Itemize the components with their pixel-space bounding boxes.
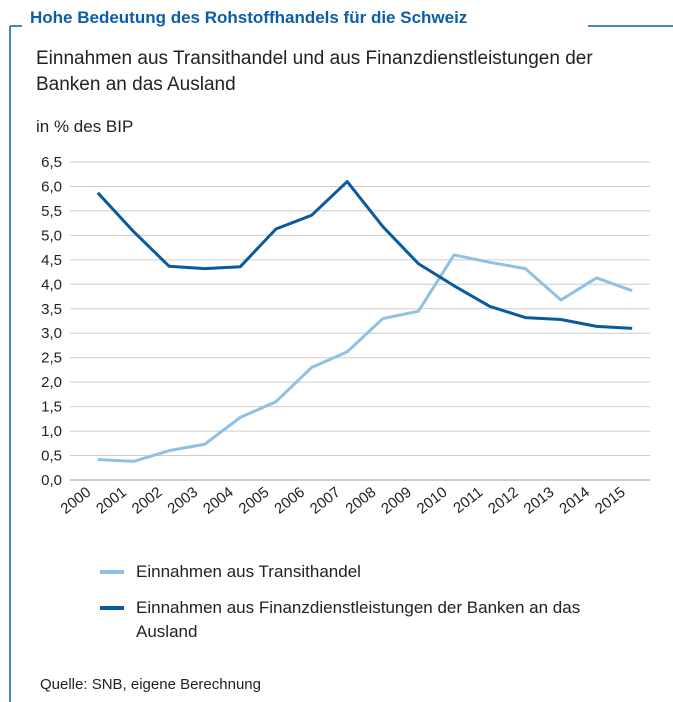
y-tick-label: 1,5 bbox=[41, 399, 62, 416]
x-tick-label: 2010 bbox=[414, 484, 451, 518]
x-tick-label: 2004 bbox=[200, 484, 237, 518]
y-tick-label: 6,0 bbox=[41, 178, 62, 195]
x-tick-label: 2015 bbox=[592, 484, 629, 518]
legend-swatch bbox=[100, 606, 124, 610]
x-tick-label: 2005 bbox=[236, 484, 273, 518]
chart-subtitle: Einnahmen aus Transithandel und aus Fina… bbox=[36, 48, 593, 95]
source: Quelle: SNB, eigene Berechnung bbox=[40, 676, 261, 693]
series-line bbox=[96, 180, 633, 330]
y-tick-label: 1,0 bbox=[41, 423, 62, 440]
legend: Einnahmen aus Transithandel Einnahmen aus… bbox=[100, 560, 620, 656]
x-tick-label: 2011 bbox=[450, 484, 486, 517]
x-tick-label: 2013 bbox=[521, 484, 558, 518]
y-tick-label: 3,5 bbox=[41, 301, 62, 318]
y-tick-label: 5,0 bbox=[41, 227, 62, 244]
x-tick-label: 2007 bbox=[307, 484, 344, 518]
legend-item: Einnahmen aus Transithandel bbox=[100, 560, 620, 584]
series-line bbox=[97, 253, 633, 463]
y-tick-label: 4,5 bbox=[41, 252, 62, 269]
y-tick-label: 2,5 bbox=[41, 350, 62, 367]
legend-item: Einnahmen aus Finanzdienstleistungen der… bbox=[100, 596, 620, 644]
y-tick-label: 4,0 bbox=[41, 276, 62, 293]
legend-label: Einnahmen aus Transithandel bbox=[136, 562, 361, 581]
y-tick-label: 3,0 bbox=[41, 325, 62, 342]
x-tick-label: 2009 bbox=[378, 484, 415, 518]
y-tick-label: 6,5 bbox=[41, 154, 62, 171]
chart-title: Hohe Bedeutung des Rohstoffhandels für d… bbox=[30, 8, 468, 27]
legend-swatch bbox=[100, 570, 124, 574]
legend-label: Einnahmen aus Finanzdienstleistungen der… bbox=[136, 598, 581, 641]
y-tick-label: 2,0 bbox=[41, 374, 62, 391]
y-tick-label: 0,0 bbox=[41, 472, 62, 489]
x-tick-label: 2006 bbox=[271, 484, 308, 518]
x-tick-label: 2003 bbox=[164, 484, 201, 518]
x-tick-label: 2012 bbox=[485, 484, 522, 518]
x-tick-label: 2014 bbox=[556, 484, 593, 518]
y-tick-label: 5,5 bbox=[41, 203, 62, 220]
y-axis-label: in % des BIP bbox=[36, 117, 134, 136]
x-tick-label: 2008 bbox=[343, 484, 380, 518]
x-tick-label: 2001 bbox=[93, 484, 130, 518]
y-tick-label: 0,5 bbox=[41, 448, 62, 465]
x-tick-label: 2002 bbox=[129, 484, 166, 518]
x-tick-label: 2000 bbox=[58, 484, 95, 518]
